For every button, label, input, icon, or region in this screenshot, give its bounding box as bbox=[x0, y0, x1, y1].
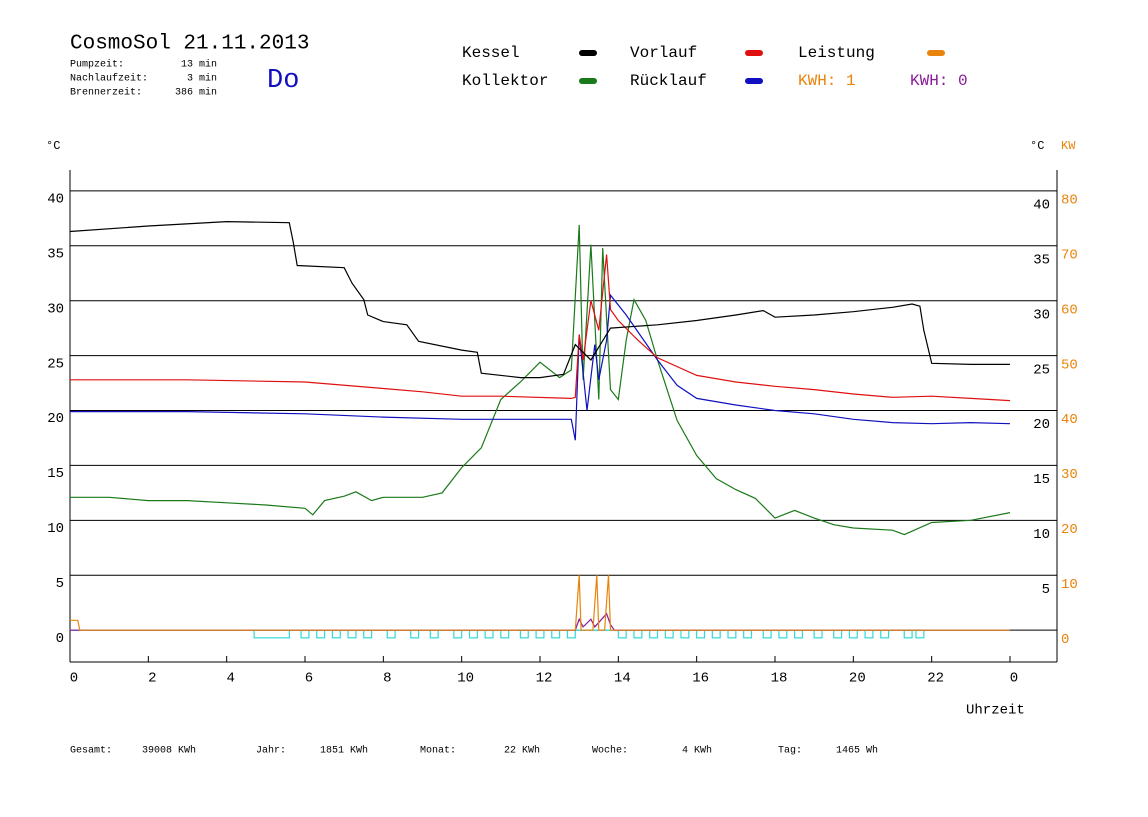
legend-label: Rücklauf bbox=[630, 72, 707, 90]
y2-tick-label: 30 bbox=[1061, 467, 1078, 483]
series-line bbox=[70, 575, 1010, 631]
x-tick-label: 20 bbox=[849, 671, 866, 687]
x-tick-label: 18 bbox=[771, 671, 788, 687]
y2-tick-label: 20 bbox=[1061, 522, 1078, 538]
footer-label: Woche: bbox=[592, 745, 628, 757]
legend-label: Leistung bbox=[798, 44, 875, 62]
kwh-label: KWH: 1 bbox=[798, 72, 856, 90]
y-right-tick-label: 15 bbox=[1033, 472, 1050, 488]
y2-tick-label: 70 bbox=[1061, 247, 1078, 263]
x-tick-label: 6 bbox=[305, 671, 313, 687]
y-right-tick-label: 40 bbox=[1033, 198, 1050, 214]
y-right-tick-label: 30 bbox=[1033, 307, 1050, 323]
footer-value: 1851 KWh bbox=[320, 745, 368, 757]
y-tick-label: 10 bbox=[47, 521, 64, 537]
footer-label: Tag: bbox=[778, 746, 802, 757]
footer-value: 39008 KWh bbox=[142, 745, 196, 757]
info-label: Brennerzeit: bbox=[70, 87, 142, 99]
x-tick-label: 2 bbox=[148, 671, 156, 687]
x-tick-label: 0 bbox=[1010, 671, 1018, 687]
info-value: 3 min bbox=[187, 73, 217, 85]
footer-label: Monat: bbox=[420, 746, 456, 757]
x-tick-label: 8 bbox=[383, 671, 391, 687]
chart-title: CosmoSol 21.11.2013 bbox=[70, 33, 309, 56]
info-value: 386 min bbox=[175, 87, 217, 99]
info-value: 13 min bbox=[181, 59, 217, 71]
x-tick-label: 16 bbox=[692, 671, 709, 687]
footer-label: Jahr: bbox=[256, 745, 286, 757]
x-tick-label: 4 bbox=[226, 671, 234, 687]
y-right-tick-label: 5 bbox=[1042, 582, 1050, 598]
footer-label: Gesamt: bbox=[70, 746, 112, 757]
y-right-tick-label: 10 bbox=[1033, 527, 1050, 543]
x-axis-label: Uhrzeit bbox=[966, 703, 1025, 719]
footer-value: 1465 Wh bbox=[836, 745, 878, 757]
series-line bbox=[70, 224, 1011, 536]
y2-tick-label: 80 bbox=[1061, 193, 1078, 209]
info-label: Nachlaufzeit: bbox=[70, 73, 148, 85]
y2-tick-label: 50 bbox=[1061, 357, 1078, 373]
x-tick-label: 14 bbox=[614, 671, 631, 687]
y-axis-label: °C bbox=[46, 139, 60, 153]
y-right-tick-label: 20 bbox=[1033, 417, 1050, 433]
series-line bbox=[70, 293, 1011, 441]
kwh-label: KWH: 0 bbox=[910, 72, 968, 90]
footer-value: 22 KWh bbox=[504, 745, 540, 757]
y-tick-label: 15 bbox=[47, 466, 64, 482]
y2-axis-label-c: °C bbox=[1030, 139, 1044, 153]
y-tick-label: 40 bbox=[47, 192, 64, 208]
legend-label: Vorlauf bbox=[630, 44, 697, 62]
y-right-tick-label: 25 bbox=[1033, 362, 1050, 378]
y2-tick-label: 60 bbox=[1061, 302, 1078, 318]
y2-tick-label: 40 bbox=[1061, 412, 1078, 428]
series-line bbox=[70, 254, 1011, 402]
info-label: Pumpzeit: bbox=[70, 59, 124, 71]
x-tick-label: 12 bbox=[536, 671, 553, 687]
series-line bbox=[69, 220, 1010, 379]
y2-tick-label: 10 bbox=[1061, 577, 1078, 593]
y-tick-label: 35 bbox=[47, 246, 64, 262]
y-tick-label: 25 bbox=[47, 356, 64, 372]
y2-tick-label: 0 bbox=[1061, 632, 1069, 648]
x-tick-label: 10 bbox=[457, 671, 474, 687]
y-tick-label: 5 bbox=[56, 576, 64, 592]
y-tick-label: 0 bbox=[56, 631, 64, 647]
y-tick-label: 20 bbox=[47, 411, 64, 427]
y-tick-label: 30 bbox=[47, 301, 64, 317]
x-tick-label: 0 bbox=[70, 671, 78, 687]
y2-axis-label: KW bbox=[1061, 139, 1076, 153]
footer-value: 4 KWh bbox=[682, 745, 712, 757]
x-tick-label: 22 bbox=[927, 671, 944, 687]
y-right-tick-label: 35 bbox=[1033, 252, 1050, 268]
day-label: Do bbox=[267, 66, 299, 96]
legend-label: Kessel bbox=[462, 44, 520, 62]
legend-label: Kollektor bbox=[462, 72, 548, 90]
